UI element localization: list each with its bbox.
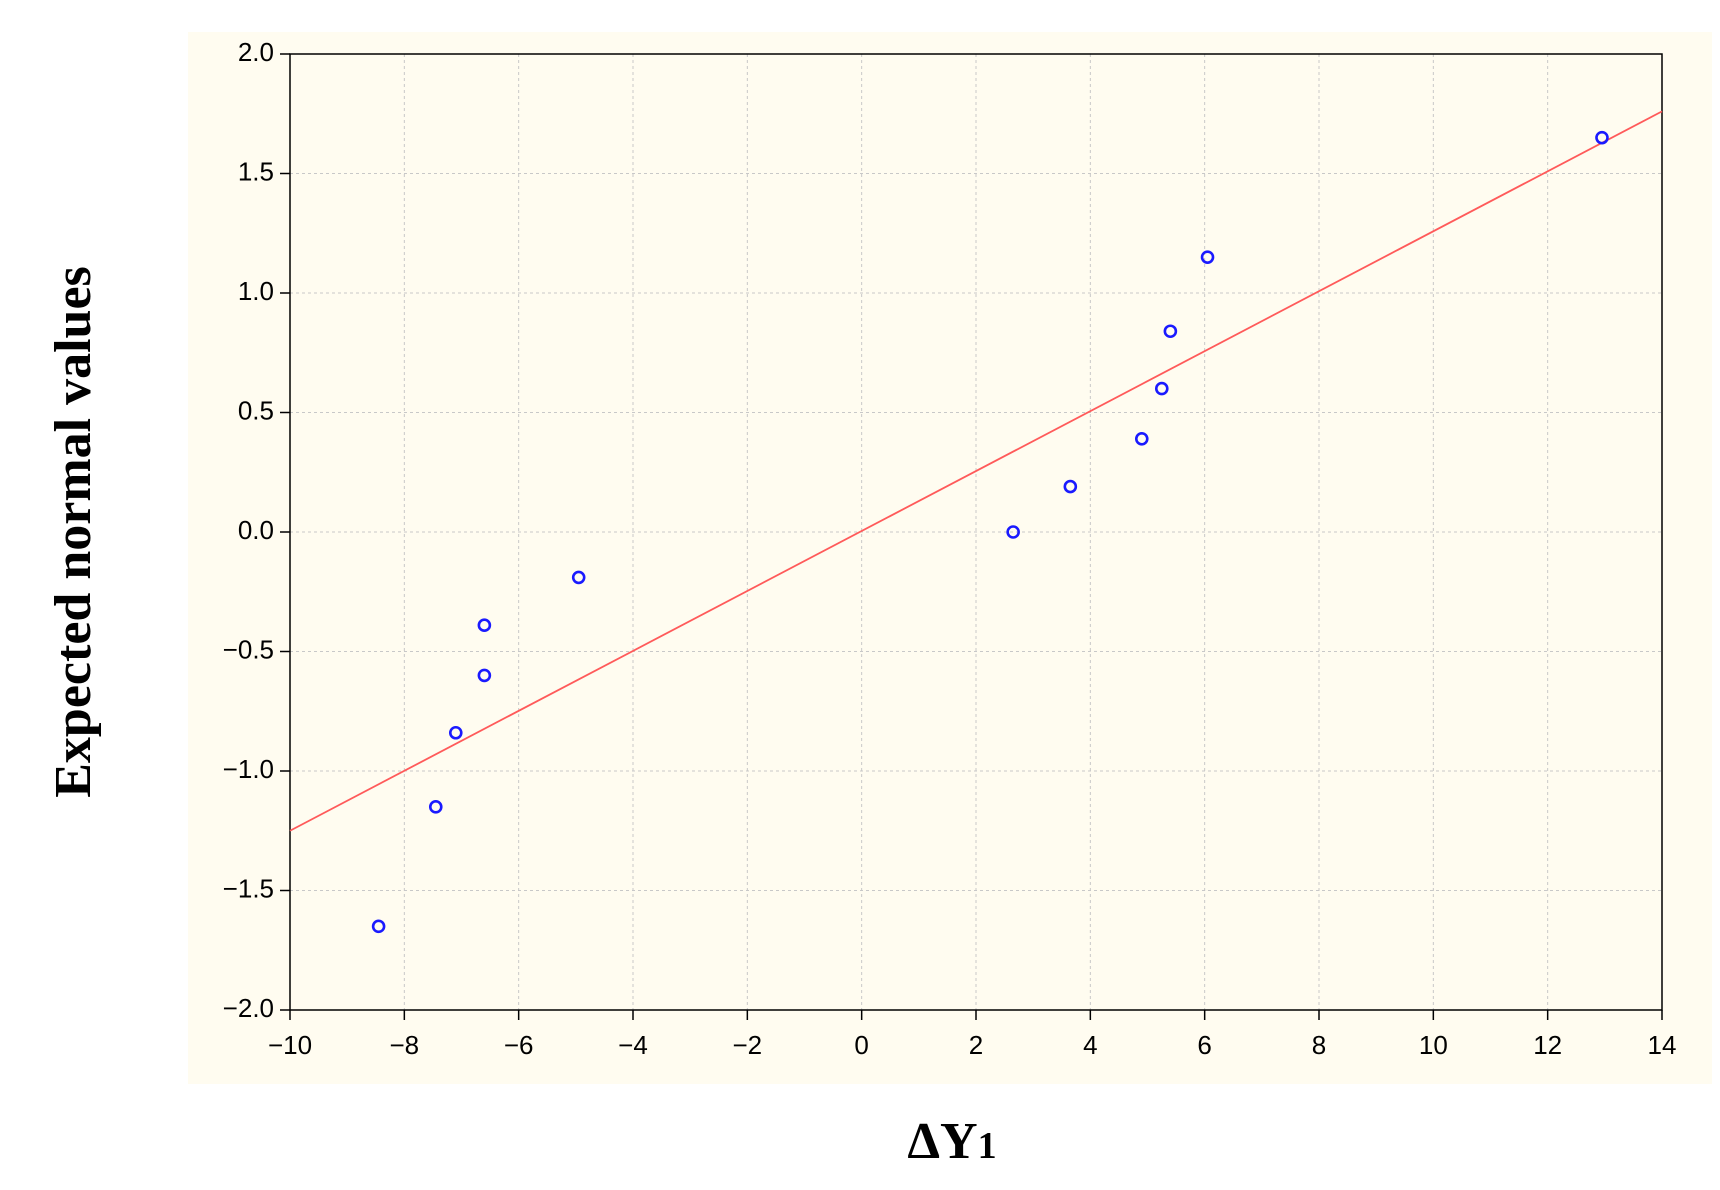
data-point — [371, 919, 386, 934]
data-point — [428, 800, 443, 814]
x-tick-label: 0 — [854, 1030, 868, 1060]
y-tick-label: 0.5 — [238, 395, 274, 425]
y-tick-label: −1.0 — [223, 754, 274, 784]
y-tick-label: −1.5 — [223, 873, 274, 903]
x-tick-label: 10 — [1419, 1030, 1448, 1060]
x-tick-label: 14 — [1648, 1030, 1677, 1060]
data-point — [448, 725, 463, 740]
data-point — [477, 668, 492, 683]
x-tick-label: −8 — [390, 1030, 420, 1060]
data-point — [1134, 431, 1149, 446]
fit-line-layer — [289, 110, 1663, 832]
y-tick-label: 1.0 — [238, 276, 274, 306]
data-point — [1200, 250, 1215, 264]
grid-lines — [290, 54, 1662, 1010]
data-point — [1163, 324, 1178, 339]
x-tick-label: 6 — [1197, 1030, 1211, 1060]
fit-line — [289, 110, 1663, 832]
y-tick-label: −0.5 — [223, 634, 274, 664]
y-tick-label: 2.0 — [238, 37, 274, 67]
x-tick-label: 12 — [1533, 1030, 1562, 1060]
x-tick-label: 4 — [1083, 1030, 1097, 1060]
data-point — [1063, 479, 1078, 494]
y-axis-title: Expected normal values — [45, 266, 102, 798]
data-point — [571, 570, 586, 585]
x-axis-title: ΔY1 — [907, 1113, 996, 1170]
x-tick-label: 2 — [969, 1030, 983, 1060]
data-points — [371, 130, 1609, 934]
x-tick-label: 8 — [1312, 1030, 1326, 1060]
x-tick-label: −2 — [733, 1030, 763, 1060]
data-point — [1595, 130, 1609, 145]
y-tick-label: 0.0 — [238, 515, 274, 545]
x-tick-label: −4 — [618, 1030, 648, 1060]
axis-ticks: −10 −8 −6 −4 −2 0 2 4 6 8 10 12 14 2.0 1.5 1.0 0.5 0.0 −0.… — [223, 37, 1677, 1060]
y-tick-label: −2.0 — [223, 993, 274, 1023]
y-tick-label: 1.5 — [238, 156, 274, 186]
data-point — [1154, 381, 1169, 396]
chart-panel-background — [188, 32, 1712, 1084]
data-point — [1006, 525, 1020, 539]
data-point — [477, 618, 492, 633]
x-tick-label: −10 — [268, 1030, 312, 1060]
x-tick-label: −6 — [504, 1030, 534, 1060]
x-axis-title-subscript: 1 — [978, 1125, 997, 1167]
x-axis-title-main: ΔY — [907, 1113, 977, 1170]
